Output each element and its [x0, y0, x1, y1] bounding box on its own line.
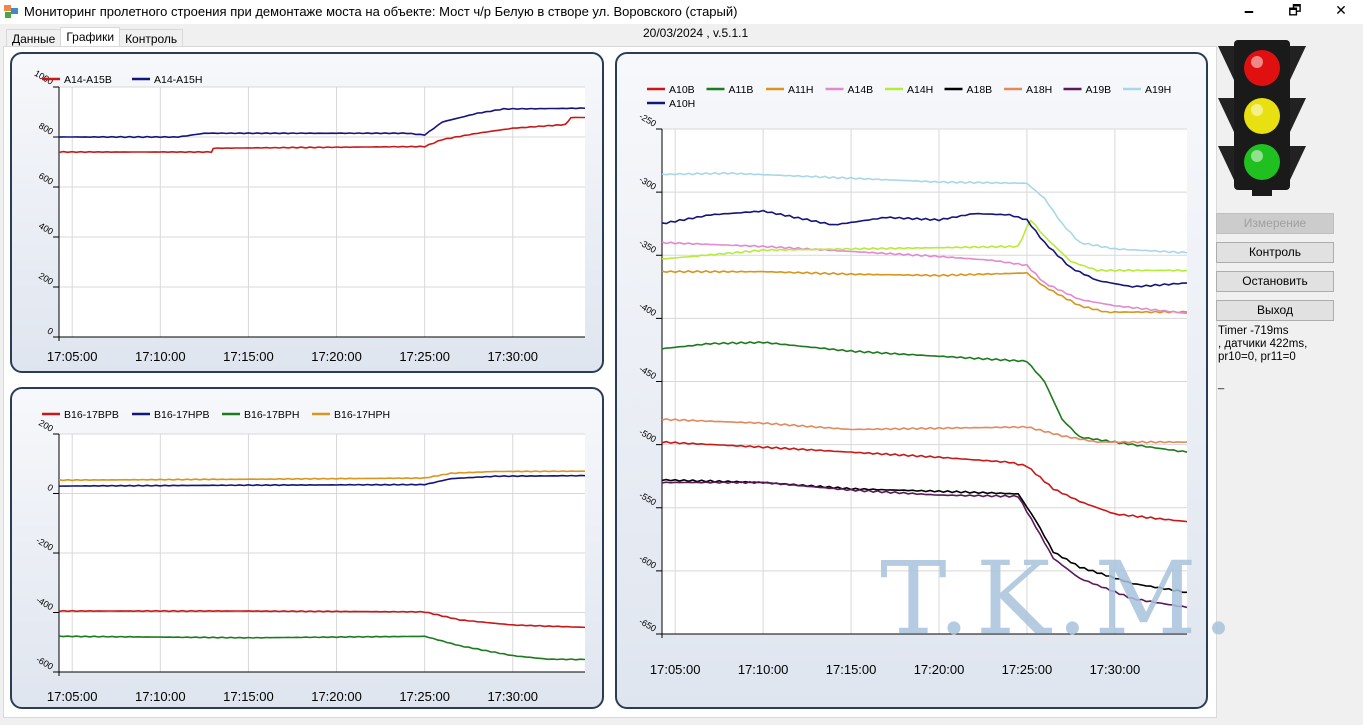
legend-label: A14B — [848, 84, 874, 96]
traffic-light-icon — [1218, 40, 1306, 196]
x-tick-label: 17:25:00 — [1002, 662, 1053, 677]
legend-label: A11B — [729, 84, 754, 96]
status-timer: Timer -719ms — [1218, 325, 1289, 337]
legend-label: A19H — [1145, 84, 1171, 96]
y-tick-label: -550 — [637, 490, 658, 508]
legend-label: A18H — [1026, 84, 1052, 96]
x-tick-label: 17:10:00 — [135, 689, 186, 704]
status-cursor: _ — [1218, 378, 1225, 390]
legend-label: A19B — [1086, 84, 1112, 96]
series-line-A14-A15H — [58, 107, 586, 139]
y-tick-label: -200 — [34, 535, 55, 553]
x-tick-label: 17:30:00 — [487, 349, 538, 364]
x-tick-label: 17:05:00 — [650, 662, 701, 677]
window-title: Мониторинг пролетного строения при демон… — [24, 4, 738, 19]
close-button[interactable]: ✕ — [1335, 2, 1347, 18]
series-line-B16-17HPH — [58, 470, 586, 482]
y-tick-label: -350 — [637, 237, 658, 255]
legend-label: B16-17BPB — [64, 409, 119, 421]
legend-label: A10H — [669, 98, 695, 110]
legend-label: B16-17BPH — [244, 409, 299, 421]
legend-label: A18B — [967, 84, 993, 96]
plot-area — [59, 87, 585, 337]
exit-button[interactable]: Выход — [1216, 300, 1334, 321]
status-text: Timer -719ms , датчики 422ms, pr10=0, pr… — [1218, 325, 1358, 364]
date-version: 20/03/2024 , v.5.1.1 — [643, 26, 749, 40]
chart-bottom-left: -600 -400 -200 0 200 17:05:00 17:10:00 17:15:00… — [34, 409, 586, 704]
x-tick-label: 17:20:00 — [914, 662, 965, 677]
series-line-A10H — [661, 209, 1188, 288]
y-tick-label: -600 — [34, 654, 55, 672]
y-tick-label: 0 — [46, 326, 55, 337]
y-tick-label: -450 — [637, 364, 658, 382]
series-line-B16-17BPB — [58, 609, 586, 629]
status-sensors: , датчики 422ms, — [1218, 338, 1308, 350]
y-tick-label: 200 — [37, 418, 55, 434]
x-tick-label: 17:25:00 — [399, 689, 450, 704]
y-tick-label: -650 — [637, 616, 658, 634]
y-tick-label: 1000 — [33, 68, 55, 87]
y-tick-label: 400 — [37, 221, 55, 237]
y-tick-label: -400 — [637, 300, 658, 318]
legend-label: A14-A15B — [64, 74, 112, 86]
y-tick-label: -400 — [34, 595, 55, 613]
x-tick-label: 17:05:00 — [47, 689, 98, 704]
series-line-B16-17HPB — [58, 474, 586, 487]
red-light — [1244, 50, 1280, 86]
x-tick-label: 17:15:00 — [223, 349, 274, 364]
y-tick-label: 0 — [46, 482, 55, 493]
legend-label: B16-17HPB — [154, 409, 209, 421]
legend-label: A14H — [907, 84, 933, 96]
control-button[interactable]: Контроль — [1216, 242, 1334, 263]
x-tick-label: 17:10:00 — [738, 662, 789, 677]
series-line-A11B — [661, 340, 1188, 453]
series-line-A14B — [661, 241, 1188, 315]
status-pr: pr10=0, pr11=0 — [1218, 351, 1296, 363]
minimize-button[interactable]: 🗕 — [1244, 2, 1254, 18]
x-tick-label: 17:25:00 — [399, 349, 450, 364]
y-tick-label: 600 — [37, 171, 55, 187]
y-tick-label: 800 — [37, 121, 55, 137]
x-tick-label: 17:15:00 — [223, 689, 274, 704]
maximize-button[interactable]: 🗗 — [1288, 2, 1302, 18]
measure-button[interactable]: Измерение — [1216, 213, 1334, 234]
chart-panel-right: -650 -600 -550 -500 -450 -400 -350 -300 -250 17:0… — [615, 52, 1208, 709]
series-line-A19B — [661, 480, 1188, 609]
series-line-A14-A15B — [58, 116, 585, 154]
x-tick-label: 17:30:00 — [1090, 662, 1141, 677]
series-line-A10B — [661, 440, 1188, 523]
series-line-A11H — [661, 270, 1188, 314]
chart-top-left: 0 200 400 600 800 1000 17:05:00 17:10:00 17:15:0… — [33, 68, 586, 364]
y-tick-label: 200 — [37, 271, 55, 287]
series-line-B16-17BPH — [58, 635, 586, 661]
chart-right: -650 -600 -550 -500 -450 -400 -350 -300 -250 17:0… — [637, 84, 1188, 677]
x-tick-label: 17:20:00 — [311, 349, 362, 364]
legend-label: A14-A15H — [154, 74, 202, 86]
x-tick-label: 17:20:00 — [311, 689, 362, 704]
legend-label: B16-17HPH — [334, 409, 390, 421]
legend-label: A11H — [788, 84, 814, 96]
yellow-light — [1244, 98, 1280, 134]
legend-label: A10B — [669, 84, 695, 96]
y-tick-label: -500 — [637, 427, 658, 445]
series-line-A19H — [661, 171, 1188, 254]
x-tick-label: 17:30:00 — [487, 689, 538, 704]
y-tick-label: -250 — [637, 111, 658, 129]
chart-panel-bottom-left: -600 -400 -200 0 200 17:05:00 17:10:00 17:15:00… — [10, 387, 604, 709]
x-tick-label: 17:10:00 — [135, 349, 186, 364]
y-tick-label: -300 — [637, 174, 658, 192]
title-bar: Мониторинг пролетного строения при демон… — [0, 0, 1363, 24]
chart-panel-top-left: 0 200 400 600 800 1000 17:05:00 17:10:00 17:15:0… — [10, 52, 604, 373]
x-tick-label: 17:15:00 — [826, 662, 877, 677]
y-tick-label: -600 — [637, 553, 658, 571]
series-line-A18H — [661, 417, 1188, 444]
x-tick-label: 17:05:00 — [47, 349, 98, 364]
app-icon — [4, 5, 18, 18]
series-line-A14H — [661, 219, 1188, 273]
stop-button[interactable]: Остановить — [1216, 271, 1334, 292]
green-light — [1244, 144, 1280, 180]
